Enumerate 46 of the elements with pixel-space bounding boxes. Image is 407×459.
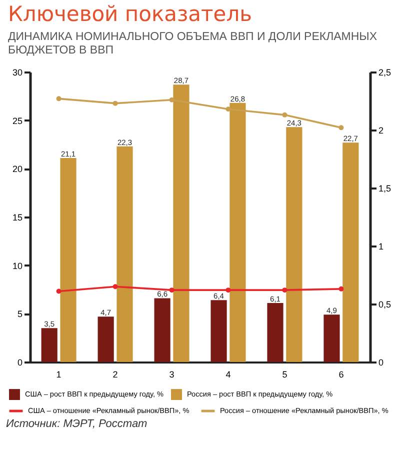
- bar: [98, 316, 114, 362]
- y2-tick-label: 2: [378, 126, 384, 136]
- x-tick-label: 6: [338, 370, 344, 380]
- point: [338, 286, 344, 292]
- text: Источник: МЭРТ, Росстат: [5, 418, 148, 430]
- x-tick-label: 4: [226, 370, 231, 380]
- point: [226, 106, 231, 112]
- bar: [41, 328, 58, 362]
- x-tick-label: 2: [112, 370, 118, 380]
- y2-tick-label: 1: [378, 242, 384, 252]
- x-tick-label: 3: [169, 370, 174, 380]
- x-tick-label: 5: [282, 370, 288, 380]
- y2-tick-label: 0,5: [378, 300, 392, 310]
- bar: [286, 127, 302, 362]
- y2-tick-label: 2,5: [378, 68, 392, 78]
- x-tick-label: 1: [56, 370, 62, 380]
- point: [338, 125, 344, 130]
- bar: [60, 158, 76, 362]
- point: [112, 284, 118, 290]
- bar: [116, 146, 133, 362]
- point: [282, 288, 288, 293]
- bar: [267, 303, 284, 362]
- bar: [154, 298, 170, 362]
- chart-title: Ключевой показатель: [8, 2, 252, 26]
- y2-tick-label: 0: [378, 358, 384, 368]
- point: [226, 288, 231, 293]
- bar: [230, 102, 246, 362]
- y-tick-label: 0: [17, 358, 22, 368]
- y-tick-label: 30: [12, 68, 22, 78]
- bar: [324, 314, 340, 362]
- bar: [210, 300, 227, 362]
- bar: [173, 84, 190, 362]
- chart-subtitle: ДИНАМИКА НОМИНАЛЬНОГО ОБЪЕМА ВВП И ДОЛИ РЕКЛАМНЫХ БЮДЖЕТОВ В ВВП: [8, 31, 378, 56]
- point: [282, 112, 288, 118]
- point: [56, 96, 62, 102]
- y-tick-label: 20: [12, 164, 22, 174]
- point: [56, 288, 62, 294]
- bar: [342, 142, 359, 362]
- point: [112, 100, 118, 106]
- point: [169, 97, 174, 102]
- point: [169, 288, 174, 293]
- y-tick-label: 5: [17, 309, 22, 320]
- y2-tick-label: 1,5: [378, 184, 392, 194]
- y-tick-label: 25: [12, 116, 22, 126]
- y-tick-label: 15: [12, 212, 22, 222]
- y-tick-label: 10: [12, 260, 22, 271]
